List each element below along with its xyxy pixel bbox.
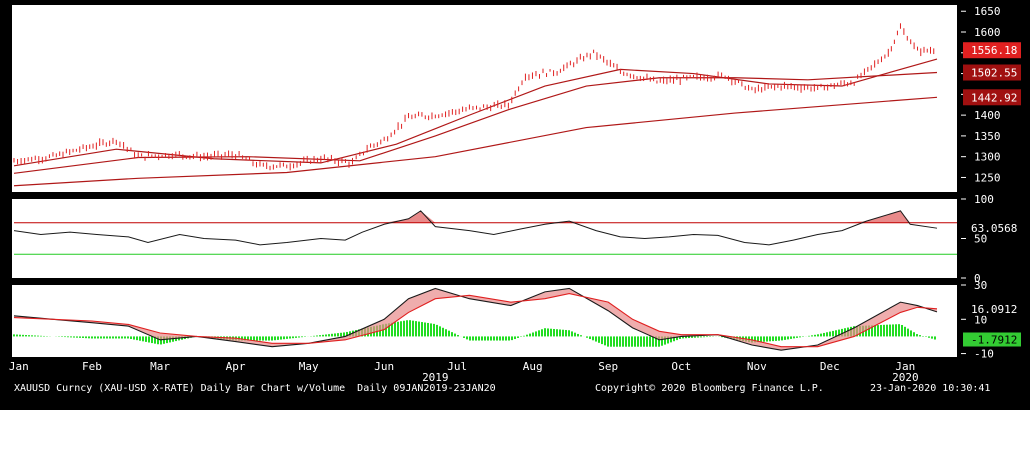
footer-timestamp: 23-Jan-2020 10:30:41 bbox=[870, 383, 991, 394]
rsi-tick-label: 100 bbox=[974, 193, 994, 206]
month-label: Feb bbox=[82, 360, 102, 373]
price-tick-label: 1650 bbox=[974, 5, 1001, 18]
month-label: Sep bbox=[598, 360, 618, 373]
macd-panel: -10 10 30 16.0912 -1.7912 bbox=[13, 279, 1021, 361]
price-label-box bbox=[963, 64, 1021, 81]
footer-bar: XAUUSD Curncy (XAU-USD X-RATE) Daily Bar… bbox=[0, 382, 1030, 396]
year-label: 2019 bbox=[422, 371, 449, 384]
macd-signal-value: 16.0912 bbox=[971, 303, 1017, 316]
price-label-box bbox=[963, 42, 1021, 59]
month-label: Oct bbox=[671, 360, 691, 373]
macd-line bbox=[13, 287, 938, 351]
month-label: May bbox=[299, 360, 319, 373]
price-plot-area bbox=[12, 5, 957, 192]
price-tick-label: 1600 bbox=[974, 26, 1001, 39]
price-tick-label: 1350 bbox=[974, 130, 1001, 143]
chart-container: 1250130013501400145015001550160016501556… bbox=[0, 0, 1030, 410]
macd-tick-label: 10 bbox=[974, 313, 987, 326]
rsi-panel: 0 50 100 63.0568 bbox=[13, 193, 1017, 285]
rsi-last-value: 63.0568 bbox=[971, 222, 1017, 235]
rsi-line bbox=[13, 210, 938, 246]
rsi-tick-label: 0 bbox=[974, 272, 981, 285]
price-panel: 1250130013501400145015001550160016501556… bbox=[13, 5, 1021, 187]
month-label: Apr bbox=[226, 360, 246, 373]
month-label: Jun bbox=[374, 360, 394, 373]
signal-line bbox=[13, 293, 938, 348]
price-label-text: 1442.92 bbox=[971, 91, 1017, 104]
month-label: Nov bbox=[747, 360, 767, 373]
year-label: 2020 bbox=[892, 371, 919, 384]
footer-copyright: Copyright© 2020 Bloomberg Finance L.P. bbox=[595, 383, 824, 394]
panel-backgrounds bbox=[12, 5, 957, 357]
macd-signal-box bbox=[963, 301, 1021, 316]
rsi-tick-label: 50 bbox=[974, 233, 987, 246]
price-label-text: 1502.55 bbox=[971, 67, 1017, 80]
month-label: Jan bbox=[895, 360, 915, 373]
price-label-text: 1556.18 bbox=[971, 44, 1017, 57]
footer-description: XAUUSD Curncy (XAU-USD X-RATE) Daily Bar… bbox=[14, 383, 496, 394]
macd-tick-label: -10 bbox=[974, 348, 994, 361]
month-label: Mar bbox=[150, 360, 170, 373]
moving-average-line bbox=[13, 96, 938, 187]
month-label: Jan bbox=[9, 360, 29, 373]
chart-svg: 1250130013501400145015001550160016501556… bbox=[9, 5, 1021, 384]
price-tick-label: 1400 bbox=[974, 109, 1001, 122]
month-label: Aug bbox=[523, 360, 543, 373]
price-tick-label: 1300 bbox=[974, 151, 1001, 164]
macd-tick-label: 30 bbox=[974, 279, 987, 292]
macd-histogram-value: -1.7912 bbox=[971, 333, 1017, 346]
macd-histogram-box bbox=[963, 332, 1021, 347]
x-axis: Jan Feb Mar Apr May Jun Jul Aug Sep Oct Nov Dec Jan2… bbox=[9, 360, 919, 384]
macd-plot-area bbox=[12, 285, 957, 357]
price-tick-label: 1250 bbox=[974, 171, 1001, 184]
rsi-plot-area bbox=[12, 199, 957, 278]
month-label: Dec bbox=[820, 360, 840, 373]
month-label: Jul bbox=[447, 360, 467, 373]
price-label-box bbox=[963, 89, 1021, 106]
